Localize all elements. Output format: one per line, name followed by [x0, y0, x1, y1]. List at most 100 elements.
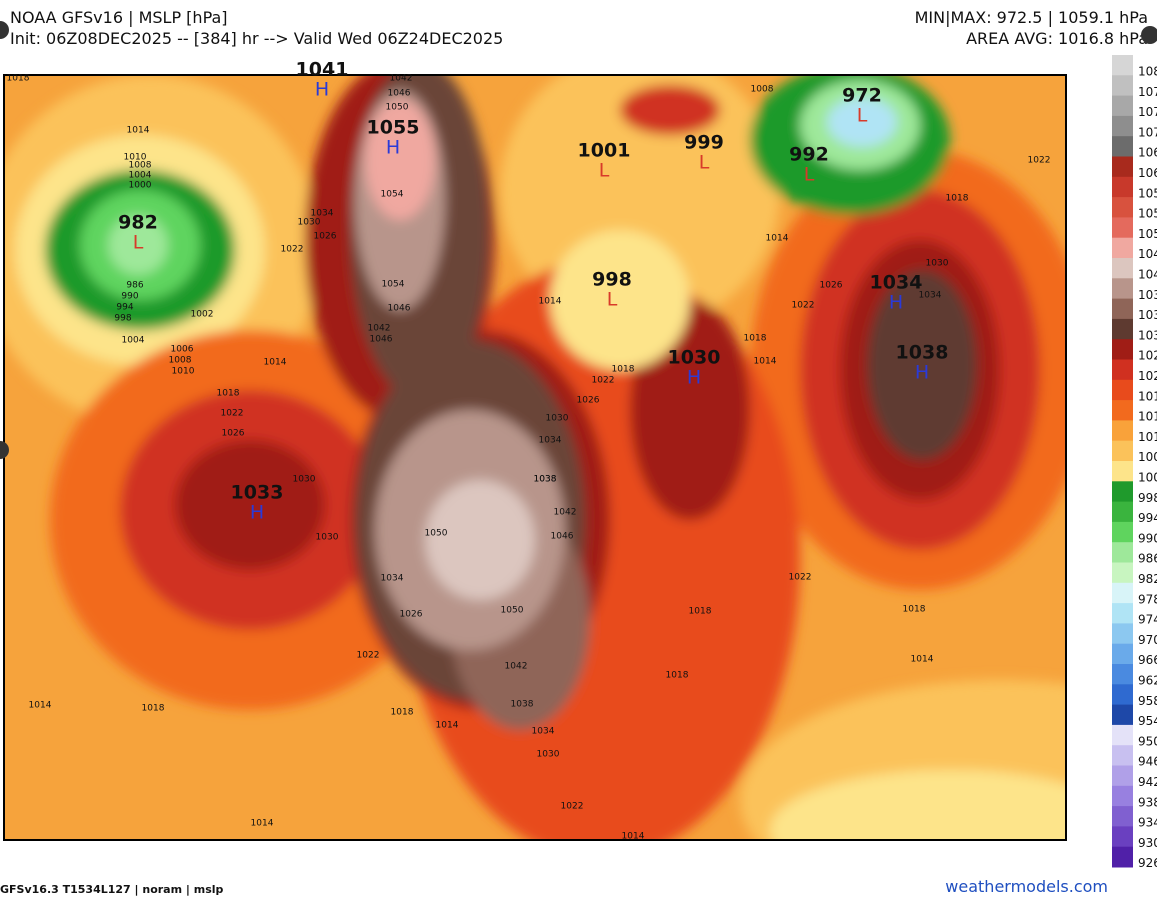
contour-label: 1034: [381, 574, 404, 584]
colorbar-swatch: [1112, 542, 1133, 563]
contour-label: 1054: [381, 190, 404, 200]
nav-dot[interactable]: [0, 441, 9, 459]
contour-label: 1034: [539, 436, 562, 446]
contour-label: 1000: [129, 181, 152, 191]
contour-label: 1022: [221, 409, 244, 419]
contour-label: 994: [116, 303, 133, 313]
subtitle: Init: 06Z08DEC2025 -- [384] hr --> Valid…: [10, 29, 503, 48]
contour-label: 1014: [251, 819, 274, 829]
center-value: 972: [842, 85, 882, 107]
colorbar: 108 107 107 107 106 106 105 105 105 104 104 103 103 1…: [1112, 55, 1157, 870]
contour-label: 1042: [505, 662, 528, 672]
colorbar-label: 107: [1138, 85, 1157, 99]
contour-label: 1014: [622, 832, 645, 842]
colorbar-label: 102: [1138, 369, 1157, 383]
contour-label: 1026: [577, 396, 600, 406]
colorbar-swatch: [1112, 339, 1133, 360]
contour-label: 1022: [357, 651, 380, 661]
nav-dot[interactable]: [0, 21, 9, 39]
center-value: 998: [592, 269, 632, 291]
center-mark: H: [889, 292, 903, 314]
contour-label: 1014: [754, 357, 777, 367]
center-mark: L: [607, 289, 618, 311]
colorbar-label: 100: [1138, 471, 1157, 485]
contour-label: 1014: [766, 234, 789, 244]
colorbar-swatch: [1112, 75, 1133, 97]
contour-label: 1018: [142, 704, 165, 714]
center-value: 1034: [870, 272, 923, 294]
colorbar-swatch: [1112, 95, 1133, 117]
contour-label: 1018: [689, 607, 712, 617]
colorbar-label: 950: [1138, 734, 1157, 748]
center-mark: H: [386, 137, 400, 159]
nav-dot[interactable]: [1141, 26, 1157, 44]
contour-label: 1042: [368, 324, 391, 334]
colorbar-swatch: [1112, 278, 1133, 300]
colorbar-label: 998: [1138, 491, 1157, 505]
colorbar-swatch: [1112, 359, 1133, 381]
colorbar-swatch: [1112, 115, 1133, 137]
min-max: MIN|MAX: 972.5 | 1059.1 hPa: [915, 8, 1148, 27]
colorbar-label: 986: [1138, 552, 1157, 566]
contour-label: 1030: [546, 414, 569, 424]
footer-model: GFSv16.3 T1534L127 | noram | mslp: [0, 883, 224, 896]
colorbar-swatch: [1112, 217, 1133, 239]
colorbar-label: 938: [1138, 795, 1157, 809]
contour-label: 1038: [534, 475, 557, 485]
colorbar-swatch: [1112, 826, 1133, 848]
colorbar-label: 934: [1138, 816, 1157, 830]
colorbar-label: 982: [1138, 572, 1157, 586]
contour-label: 1018: [7, 74, 30, 84]
map-labels: 1041H1055H982L1001L999L972L992L998L1034H…: [7, 59, 1051, 842]
contour-label: 1018: [391, 708, 414, 718]
colorbar-swatch: [1112, 643, 1133, 665]
contour-label: 1026: [314, 232, 337, 242]
colorbar-swatch: [1112, 664, 1133, 685]
colorbar-swatch: [1112, 136, 1133, 157]
colorbar-label: 966: [1138, 653, 1157, 667]
colorbar-label: 946: [1138, 755, 1157, 769]
contour-label: 1050: [386, 103, 409, 113]
contour-label: 1008: [169, 356, 192, 366]
contour-label: 1022: [561, 802, 584, 812]
colorbar-swatch: [1112, 237, 1133, 259]
colorbar-label: 105: [1138, 227, 1157, 241]
contour-label: 1010: [172, 367, 195, 377]
center-mark: H: [315, 79, 329, 101]
colorbar-label: 105: [1138, 186, 1157, 200]
contour-label: 1018: [217, 389, 240, 399]
colorbar-label: 101: [1138, 430, 1157, 444]
contour-label: 1014: [29, 701, 52, 711]
colorbar-swatch: [1112, 704, 1133, 726]
contour-label: 1014: [127, 126, 150, 136]
colorbar-swatch: [1112, 156, 1133, 178]
contour-label: 1018: [744, 334, 767, 344]
contour-label: 1030: [537, 750, 560, 760]
contour-label: 1022: [792, 301, 815, 311]
colorbar-swatch: [1112, 400, 1133, 421]
contour-label: 1042: [554, 508, 577, 518]
colorbar-swatch: [1112, 258, 1133, 279]
center-mark: L: [599, 160, 610, 182]
center-mark: H: [687, 367, 701, 389]
contour-label: 1030: [926, 259, 949, 269]
colorbar-label: 106: [1138, 166, 1157, 180]
colorbar-swatch: [1112, 176, 1133, 198]
colorbar-label: 104: [1138, 247, 1157, 261]
colorbar-swatch: [1112, 379, 1133, 401]
contour-label: 1022: [281, 245, 304, 255]
colorbar-swatch: [1112, 724, 1133, 746]
contour-label: 1034: [311, 209, 334, 219]
colorbar-swatch: [1112, 785, 1133, 807]
colorbar-label: 962: [1138, 674, 1157, 688]
colorbar-swatch: [1112, 501, 1133, 523]
footer-site[interactable]: weathermodels.com: [945, 877, 1108, 896]
contour-label: 1054: [382, 280, 405, 290]
contour-label: 1008: [129, 161, 152, 171]
colorbar-label: 990: [1138, 531, 1157, 545]
colorbar-swatch: [1112, 806, 1133, 827]
colorbar-swatch: [1112, 684, 1133, 706]
contour-label: 1018: [612, 365, 635, 375]
contour-label: 1030: [293, 475, 316, 485]
colorbar-swatch: [1112, 603, 1133, 624]
